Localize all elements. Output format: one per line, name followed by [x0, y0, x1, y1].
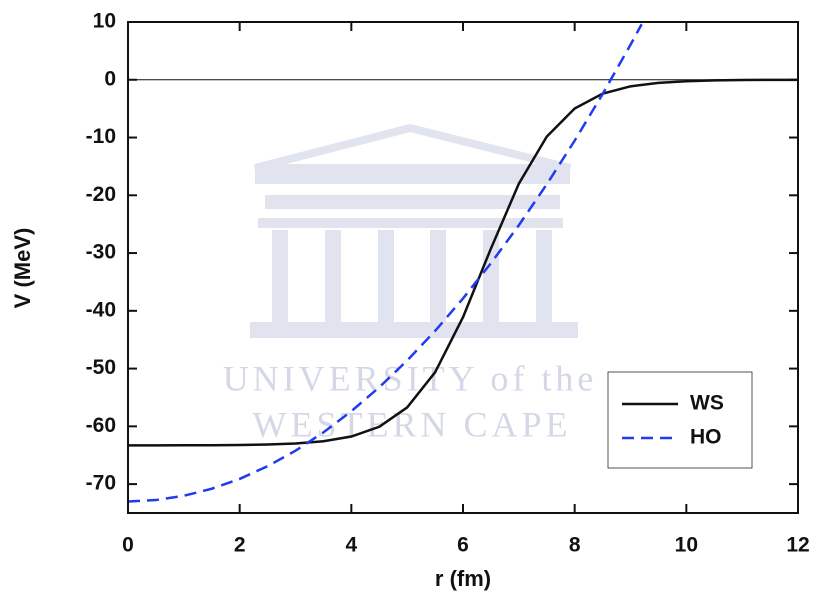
x-axis-title: r (fm): [435, 566, 491, 591]
y-tick-label: -20: [86, 183, 116, 206]
y-axis-title: V (MeV): [10, 228, 35, 309]
y-tick-label: -30: [86, 241, 116, 264]
watermark-text: UNIVERSITY of the: [223, 358, 598, 398]
x-tick-label: 12: [786, 534, 809, 557]
x-tick-label: 2: [234, 534, 246, 557]
x-tick-label: 10: [675, 534, 698, 557]
y-tick-label: -70: [86, 472, 116, 495]
y-tick-label: 10: [93, 10, 116, 33]
x-tick-label: 8: [569, 534, 581, 557]
data-line: [128, 78, 798, 447]
legend-label: HO: [690, 426, 722, 449]
y-tick-label: -60: [86, 414, 116, 437]
data-line: [128, 23, 643, 503]
x-tick-label: 4: [345, 534, 357, 557]
watermark: [250, 123, 578, 338]
x-tick-label: 0: [122, 534, 134, 557]
y-tick-label: -50: [86, 356, 116, 379]
watermark-text: WESTERN CAPE: [252, 404, 571, 444]
y-tick-label: -10: [86, 125, 116, 148]
x-tick-label: 6: [457, 534, 469, 557]
legend-box: [607, 371, 753, 469]
y-tick-label: 0: [104, 67, 116, 90]
y-tick-label: -40: [86, 298, 116, 321]
legend-label: WS: [690, 392, 724, 415]
